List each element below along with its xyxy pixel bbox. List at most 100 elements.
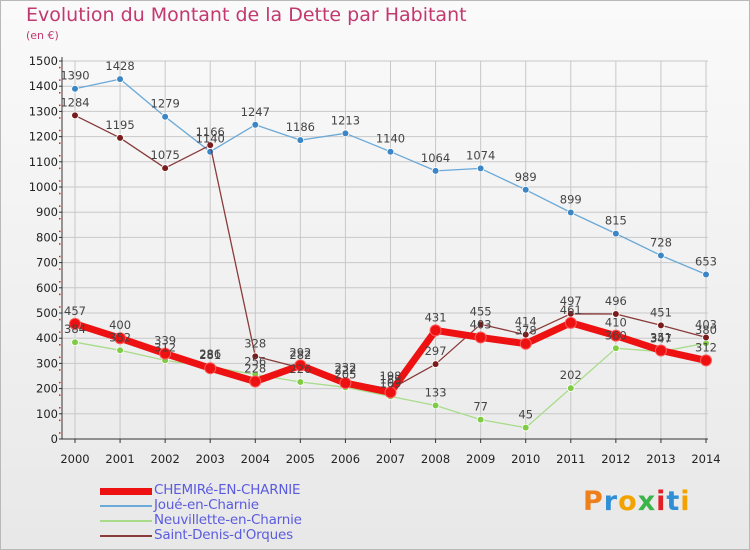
data-point: [702, 270, 710, 279]
data-label: 312: [695, 340, 717, 354]
data-label: 457: [64, 304, 86, 318]
data-label: 185: [380, 372, 402, 386]
y-minor-tick: [59, 167, 61, 170]
series-CHEMIRé-EN-CHARNIE: [69, 316, 712, 399]
data-point: [161, 164, 169, 172]
data-label: 228: [244, 362, 266, 376]
y-tick-label: 1000: [29, 180, 58, 194]
y-minor-tick: [59, 192, 61, 195]
y-minor-tick: [59, 104, 61, 107]
data-label: 133: [425, 385, 447, 399]
x-tick-label: 2012: [601, 452, 630, 466]
x-tick-label: 2002: [151, 452, 180, 466]
data-label: 1247: [241, 105, 270, 119]
y-tick-label: 1400: [29, 79, 58, 93]
y-tick-label: 600: [36, 281, 58, 295]
y-minor-tick: [59, 255, 61, 258]
data-label: 380: [695, 323, 717, 337]
value-labels: 1390 1428 1279 1140 1247 1186 1213 1140 1064 1074…: [60, 59, 717, 422]
data-label: 1213: [331, 113, 360, 127]
y-minor-tick: [59, 394, 61, 396]
data-label: 455: [470, 304, 492, 318]
data-label: 202: [560, 368, 582, 382]
data-point: [702, 333, 710, 342]
data-point: [519, 337, 532, 350]
data-point: [206, 141, 215, 149]
data-point: [564, 316, 577, 329]
data-label: 403: [470, 317, 492, 331]
x-tick-label: 2005: [286, 452, 315, 466]
data-point: [521, 185, 530, 194]
data-label: 226: [289, 362, 311, 376]
y-minor-tick: [59, 318, 61, 321]
data-label: 899: [560, 192, 582, 206]
data-label: 1390: [60, 69, 89, 83]
data-point: [612, 229, 620, 238]
y-tick-label: 800: [36, 230, 58, 244]
y-minor-tick: [59, 419, 61, 422]
data-label: 1140: [196, 132, 225, 146]
data-label: 286: [199, 347, 221, 361]
data-label: 451: [650, 305, 672, 319]
x-tick-label: 2011: [556, 452, 585, 466]
data-label: 339: [154, 334, 176, 348]
data-point: [69, 317, 81, 330]
y-minor-tick: [59, 369, 61, 371]
y-minor-tick: [59, 205, 61, 207]
data-label: 1074: [466, 148, 495, 162]
data-point: [116, 75, 124, 83]
data-point: [521, 423, 530, 432]
axes: 0 100 200 300 400 500 600 700 800 900 1000 1100 1200…: [29, 54, 721, 466]
series-layer: [69, 75, 712, 432]
legend-label: CHEMIRé-EN-CHARNIE: [154, 482, 301, 498]
proxiti-logo: Proxiti: [583, 486, 691, 517]
logo-letter: x: [637, 486, 657, 517]
y-minor-tick: [59, 331, 61, 333]
y-tick-label: 900: [36, 205, 58, 219]
data-label: 497: [560, 294, 582, 308]
y-tick-label: 100: [36, 407, 58, 421]
data-point: [341, 129, 350, 138]
data-label: 461: [560, 303, 582, 317]
y-minor-tick: [59, 66, 61, 69]
data-point: [161, 112, 169, 121]
x-tick-label: 2010: [511, 452, 540, 466]
chart-title: Evolution du Montant de la Dette par Hab…: [26, 4, 467, 26]
x-tick-label: 2006: [331, 452, 360, 466]
data-point: [251, 352, 260, 361]
logo-letter: t: [666, 486, 681, 517]
y-minor-tick: [59, 92, 61, 94]
data-point: [431, 167, 440, 175]
data-label: 360: [605, 328, 627, 342]
data-label: 292: [289, 345, 311, 359]
data-point: [116, 134, 124, 142]
logo-letter: o: [618, 486, 638, 517]
data-label: 1064: [421, 151, 450, 165]
y-tick-label: 1500: [29, 54, 58, 68]
y-tick-label: 200: [36, 382, 58, 396]
data-point: [612, 344, 620, 353]
x-tick-label: 2007: [376, 452, 405, 466]
chart-subtitle: (en €): [26, 29, 59, 42]
legend-label: Joué-en-Charnie: [154, 497, 259, 513]
data-label: 1279: [151, 97, 180, 111]
data-label: 384: [64, 322, 86, 336]
data-label: 400: [109, 318, 131, 332]
data-point: [476, 164, 485, 173]
y-minor-tick: [59, 117, 61, 119]
data-label: 205: [334, 367, 356, 381]
legend-swatch: [100, 535, 152, 537]
y-minor-tick: [59, 79, 61, 81]
y-minor-tick: [59, 356, 61, 359]
y-minor-tick: [59, 293, 61, 296]
y-minor-tick: [59, 230, 61, 233]
legend-label: Saint-Denis-d'Orques: [154, 527, 293, 543]
logo-letter: i: [656, 486, 667, 517]
grid-lines: [62, 60, 708, 440]
y-tick-label: 1200: [29, 130, 58, 144]
y-minor-tick: [59, 381, 61, 384]
data-label: 1428: [105, 59, 134, 73]
y-minor-tick: [59, 432, 61, 434]
